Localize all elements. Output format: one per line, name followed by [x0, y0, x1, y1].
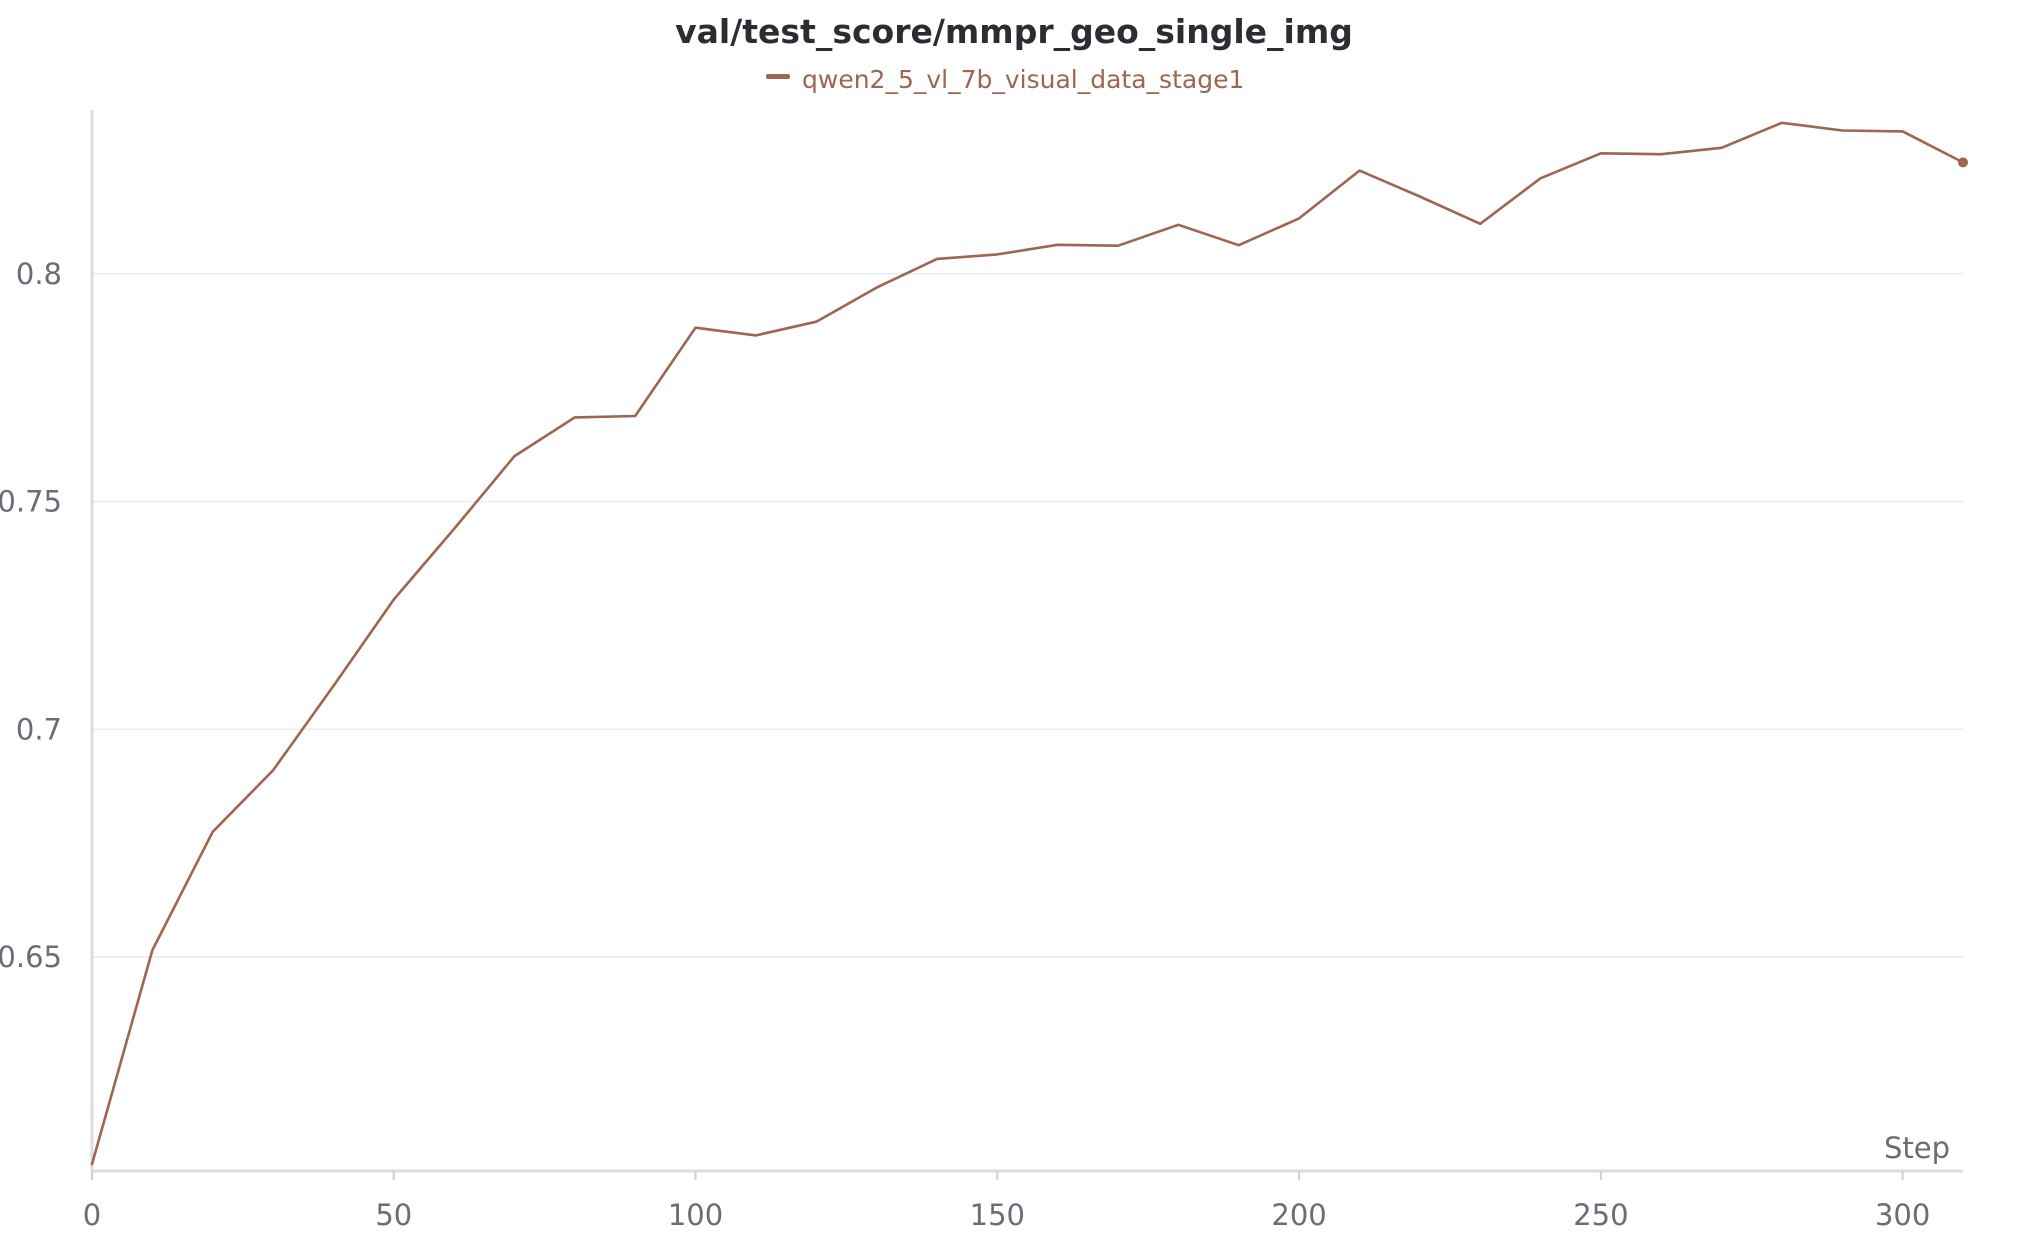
x-tick-label: 0 — [83, 1198, 101, 1232]
legend-swatch — [766, 74, 790, 79]
x-tick-label: 150 — [970, 1198, 1025, 1232]
y-axis-ticks: 0.65 0.7 0.75 0.8 — [0, 257, 62, 974]
grid — [92, 273, 1963, 958]
y-tick-label: 0.75 — [0, 485, 62, 519]
x-tick-label: 100 — [668, 1198, 723, 1232]
axes — [90, 110, 1963, 1173]
legend[interactable]: qwen2_5_vl_7b_visual_data_stage1 — [766, 65, 1244, 94]
y-tick-label: 0.7 — [16, 712, 62, 746]
x-axis-title: Step — [1884, 1131, 1950, 1165]
series-end-point — [1958, 157, 1968, 168]
x-tick-label: 50 — [375, 1198, 412, 1232]
legend-label: qwen2_5_vl_7b_visual_data_stage1 — [802, 65, 1244, 94]
x-tick-label: 300 — [1875, 1198, 1930, 1232]
series-layer — [90, 121, 1968, 1166]
chart-title: val/test_score/mmpr_geo_single_img — [675, 12, 1353, 51]
x-axis-ticks: 0 50 100 150 200 250 300 — [83, 1171, 1930, 1232]
y-tick-label: 0.65 — [0, 940, 62, 974]
y-tick-label: 0.8 — [16, 257, 62, 291]
x-tick-label: 250 — [1573, 1198, 1628, 1232]
x-tick-label: 200 — [1271, 1198, 1326, 1232]
series-line[interactable] — [90, 121, 1965, 1166]
